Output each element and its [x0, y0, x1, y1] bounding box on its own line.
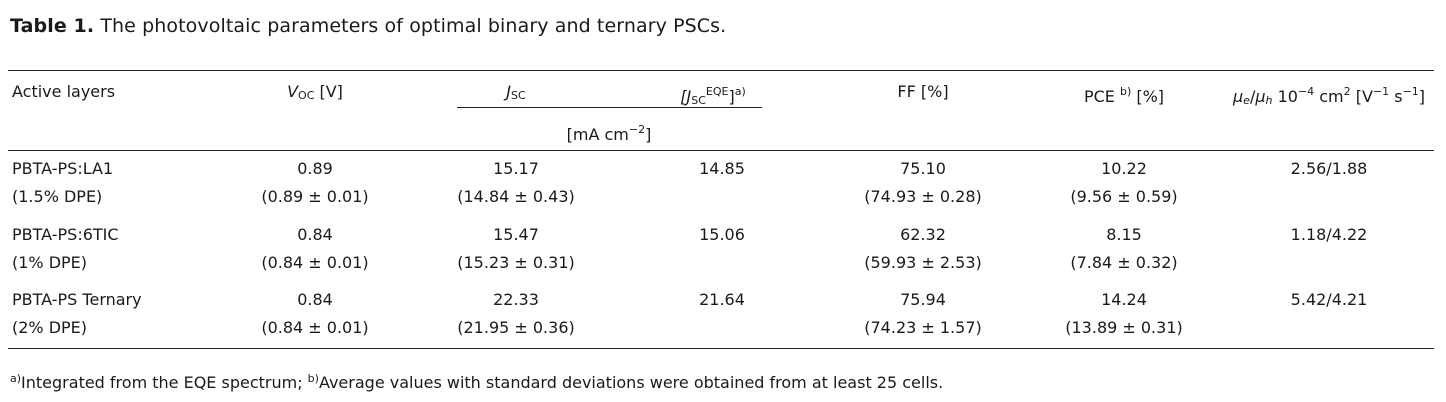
row-1-pce: 10.22: [1101, 159, 1147, 178]
row-2-voc: 0.84: [297, 225, 333, 244]
row-3-voc-avg: (0.84 ± 0.01): [261, 318, 369, 337]
top-rule: [8, 70, 1434, 71]
row-1-dpe: (1.5% DPE): [12, 187, 103, 206]
row-2-ff-avg: (59.93 ± 2.53): [864, 253, 982, 272]
header-current-unit: [mA cm−2]: [566, 123, 652, 144]
table-label: Table 1.: [10, 15, 95, 37]
table-title: The photovoltaic parameters of optimal b…: [100, 15, 727, 37]
table-caption: Table 1. The photovoltaic parameters of …: [10, 15, 726, 37]
row-2-jsc: 15.47: [493, 225, 539, 244]
row-3-voc: 0.84: [297, 290, 333, 309]
header-mobility: μe/μh 10−4 cm2 [V−1 s−1]: [1232, 85, 1426, 107]
header-jsc-eqe: [JSCEQE]a): [680, 85, 746, 107]
header-voc: VOC [V]: [287, 82, 343, 102]
row-2-jsc-avg: (15.23 ± 0.31): [457, 253, 575, 272]
row-1-jsc-avg: (14.84 ± 0.43): [457, 187, 575, 206]
row-1-ff-avg: (74.93 ± 0.28): [864, 187, 982, 206]
row-3-pce: 14.24: [1101, 290, 1147, 309]
bottom-rule: [8, 348, 1434, 349]
current-subheader-rule: [457, 107, 762, 108]
row-2-jsc-eqe: 15.06: [699, 225, 745, 244]
row-3-pce-avg: (13.89 ± 0.31): [1065, 318, 1183, 337]
row-2-pce-avg: (7.84 ± 0.32): [1070, 253, 1178, 272]
row-1-name: PBTA-PS:LA1: [12, 159, 114, 178]
row-3-jsc-eqe: 21.64: [699, 290, 745, 309]
row-2-dpe: (1% DPE): [12, 253, 88, 272]
header-pce: PCE b) [%]: [1083, 85, 1165, 106]
row-3-jsc: 22.33: [493, 290, 539, 309]
row-1-voc: 0.89: [297, 159, 333, 178]
row-1-pce-avg: (9.56 ± 0.59): [1070, 187, 1178, 206]
header-active-layers: Active layers: [12, 82, 116, 101]
row-2-ff: 62.32: [900, 225, 946, 244]
row-3-dpe: (2% DPE): [12, 318, 88, 337]
row-3-jsc-avg: (21.95 ± 0.36): [457, 318, 575, 337]
row-1-mobility: 2.56/1.88: [1290, 159, 1368, 178]
row-3-ff: 75.94: [900, 290, 946, 309]
header-bottom-rule: [8, 150, 1434, 151]
table-footnote: a)Integrated from the EQE spectrum; b)Av…: [10, 372, 944, 392]
row-1-jsc: 15.17: [493, 159, 539, 178]
row-1-voc-avg: (0.89 ± 0.01): [261, 187, 369, 206]
row-3-ff-avg: (74.23 ± 1.57): [864, 318, 982, 337]
row-3-name: PBTA-PS Ternary: [12, 290, 142, 309]
row-2-mobility: 1.18/4.22: [1290, 225, 1368, 244]
row-3-mobility: 5.42/4.21: [1290, 290, 1368, 309]
row-2-voc-avg: (0.84 ± 0.01): [261, 253, 369, 272]
header-jsc: JSC: [506, 82, 526, 102]
header-ff: FF [%]: [897, 82, 949, 101]
row-1-jsc-eqe: 14.85: [699, 159, 745, 178]
row-2-name: PBTA-PS:6TIC: [12, 225, 119, 244]
row-1-ff: 75.10: [900, 159, 946, 178]
row-2-pce: 8.15: [1106, 225, 1142, 244]
